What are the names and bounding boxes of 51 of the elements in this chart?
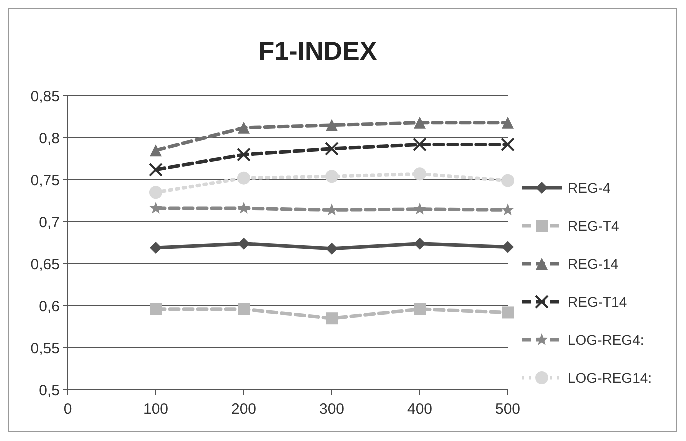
point bbox=[326, 312, 338, 325]
point bbox=[501, 138, 515, 152]
y-tick-label: 0,5 bbox=[39, 382, 60, 400]
point bbox=[238, 172, 250, 185]
point bbox=[150, 242, 162, 254]
y-tick-label: 0,75 bbox=[30, 172, 60, 190]
legend-label: LOG-REG4: bbox=[568, 332, 644, 348]
y-tick-label: 0,8 bbox=[39, 130, 60, 148]
x-tick-label: 100 bbox=[143, 401, 169, 418]
point bbox=[150, 303, 162, 316]
legend-label: REG-14 bbox=[568, 256, 619, 272]
x-tick-label: 0 bbox=[64, 401, 72, 418]
point bbox=[238, 122, 250, 134]
point bbox=[502, 116, 514, 129]
y-tick-label: 0,6 bbox=[39, 298, 60, 316]
point bbox=[150, 144, 162, 157]
point bbox=[150, 202, 162, 214]
y-tick-label: 0,85 bbox=[30, 88, 60, 106]
legend-label: LOG-REG14: bbox=[568, 370, 652, 386]
point bbox=[150, 186, 162, 200]
chart-title: F1-INDEX bbox=[258, 36, 378, 66]
point bbox=[149, 162, 163, 177]
point bbox=[326, 204, 338, 216]
point bbox=[237, 148, 251, 162]
point bbox=[238, 303, 250, 316]
x-tick-label: 200 bbox=[231, 401, 257, 418]
point bbox=[414, 116, 426, 129]
point bbox=[502, 174, 514, 188]
point bbox=[414, 238, 426, 250]
x-tick-label: 300 bbox=[319, 401, 345, 418]
legend-label: REG-4 bbox=[568, 180, 611, 196]
point bbox=[414, 202, 426, 215]
point bbox=[502, 204, 514, 216]
point bbox=[326, 170, 338, 184]
y-tick-label: 0,7 bbox=[39, 214, 60, 232]
point bbox=[238, 238, 250, 250]
point bbox=[414, 168, 426, 181]
x-tick-label: 400 bbox=[407, 401, 433, 418]
point bbox=[502, 306, 514, 319]
legend-label: REG-T4 bbox=[568, 218, 620, 234]
point bbox=[325, 142, 339, 156]
point bbox=[326, 242, 338, 255]
point bbox=[238, 202, 250, 214]
point bbox=[326, 119, 338, 132]
x-tick-label: 500 bbox=[495, 401, 521, 418]
point bbox=[502, 241, 514, 254]
y-tick-label: 0,55 bbox=[30, 340, 60, 358]
y-tick-label: 0,65 bbox=[30, 256, 60, 274]
legend-label: REG-T14 bbox=[568, 294, 628, 310]
point bbox=[413, 138, 427, 152]
point bbox=[414, 303, 426, 316]
